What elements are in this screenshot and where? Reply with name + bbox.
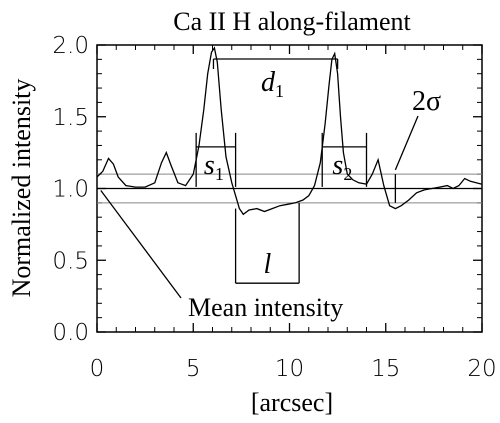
sigma-label: 2σ [412,86,441,117]
x-tick-label: 5 [186,356,201,382]
mean-intensity-label: Mean intensity [188,293,343,322]
x-axis-label: [arcsec] [251,388,333,417]
x-tick-label: 20 [467,356,496,382]
x-tick-label: 0 [90,356,105,382]
chart-title: Ca II H along-filament [173,7,411,36]
y-tick-label: 1.5 [52,105,89,131]
y-tick-label: 1.0 [52,177,89,203]
y-tick-label: 0.5 [52,248,89,274]
y-tick-label: 2.0 [52,33,89,59]
x-tick-label: 10 [275,356,304,382]
x-tick-label: 15 [371,356,400,382]
s2-label: s2 [332,150,352,184]
reference-lines [97,173,482,204]
axis-ticks: 0 5 10 15 20 0.0 0.5 1.0 1.5 2.0 [52,33,496,382]
sigma-pointer-line [394,115,419,171]
y-axis-label: Normalized intensity [7,79,36,298]
y-tick-label: 0.0 [52,320,89,346]
annotations: d1 s1 s2 l 2σ Mean intensity [100,58,441,322]
l-label: l [263,249,271,280]
intensity-series-line [96,46,483,216]
d1-label: d1 [261,67,284,101]
mean-intensity-pointer [100,190,182,299]
s1-label: s1 [204,150,224,184]
